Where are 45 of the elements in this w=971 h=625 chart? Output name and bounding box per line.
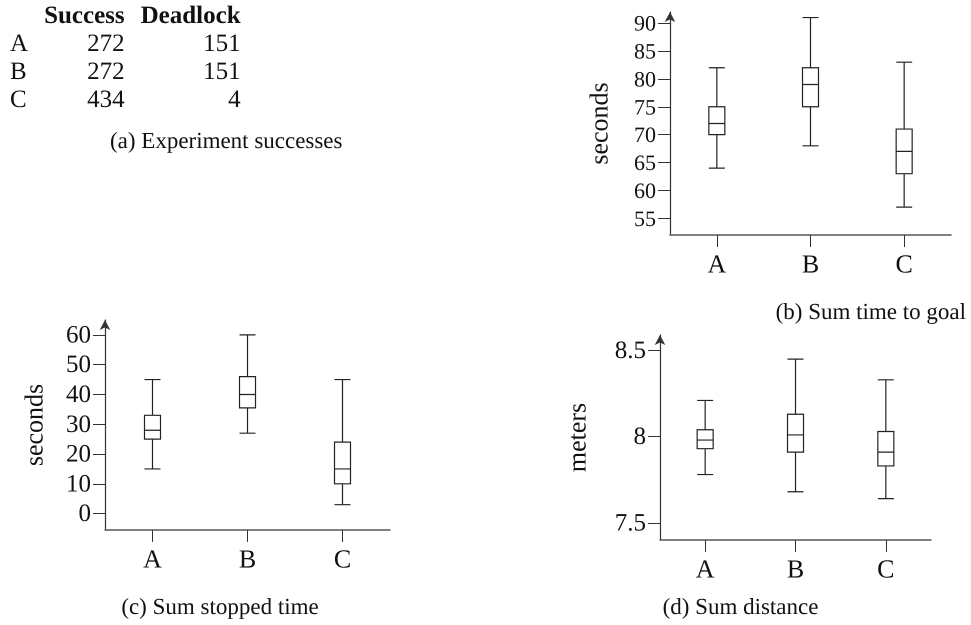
y-tick-label: 20 (66, 440, 91, 468)
data-label: 434 (86, 86, 126, 114)
y-tick-label: 8.5 (614, 337, 646, 364)
y-tick-label: 80 (634, 66, 656, 92)
data-label: 151 (202, 30, 242, 58)
data-label: 4 (227, 86, 242, 114)
category-label: C (9, 86, 28, 114)
y-tick-label: 7.5 (614, 509, 646, 536)
data-label: 272 (86, 30, 126, 58)
y-tick-label: 85 (634, 38, 656, 64)
data-label: 272 (86, 58, 126, 86)
y-tick-label: 50 (66, 351, 91, 378)
y-axis-title: seconds (584, 82, 614, 165)
x-tick-label: B (802, 250, 820, 278)
text: Deadlock (140, 2, 242, 30)
x-tick-label: C (895, 250, 913, 278)
y-tick-label: 30 (66, 410, 91, 438)
text: Success (43, 2, 126, 30)
category-label: B (9, 58, 28, 86)
category-label: A (9, 30, 30, 58)
y-axis-title: meters (562, 402, 592, 472)
y-tick-label: 90 (634, 10, 656, 36)
y-tick-label: 55 (634, 206, 656, 231)
y-tick-label: 10 (66, 470, 91, 498)
y-axis-title: seconds (20, 384, 48, 466)
text: (c) Sum stopped time (121, 594, 319, 619)
y-tick-label: 75 (634, 94, 656, 120)
text: (d) Sum distance (662, 594, 818, 619)
y-tick-label: 60 (634, 178, 656, 203)
y-tick-label: 40 (66, 380, 91, 408)
y-tick-label: 0 (78, 500, 91, 528)
x-tick-label: A (707, 250, 726, 278)
y-tick-label: 8 (634, 423, 646, 450)
x-tick-label: C (877, 554, 895, 584)
x-tick-label: A (696, 554, 715, 584)
y-tick-label: 65 (634, 150, 656, 176)
y-tick-label: 60 (66, 321, 91, 348)
x-tick-label: A (143, 544, 162, 574)
x-tick-label: B (786, 554, 804, 584)
data-label: 151 (202, 58, 242, 86)
y-tick-label: 70 (634, 122, 656, 148)
x-tick-label: C (334, 544, 352, 574)
text: (a) Experiment successes (110, 128, 344, 154)
text: (b) Sum time to goal (776, 299, 966, 324)
x-tick-label: B (238, 544, 256, 574)
